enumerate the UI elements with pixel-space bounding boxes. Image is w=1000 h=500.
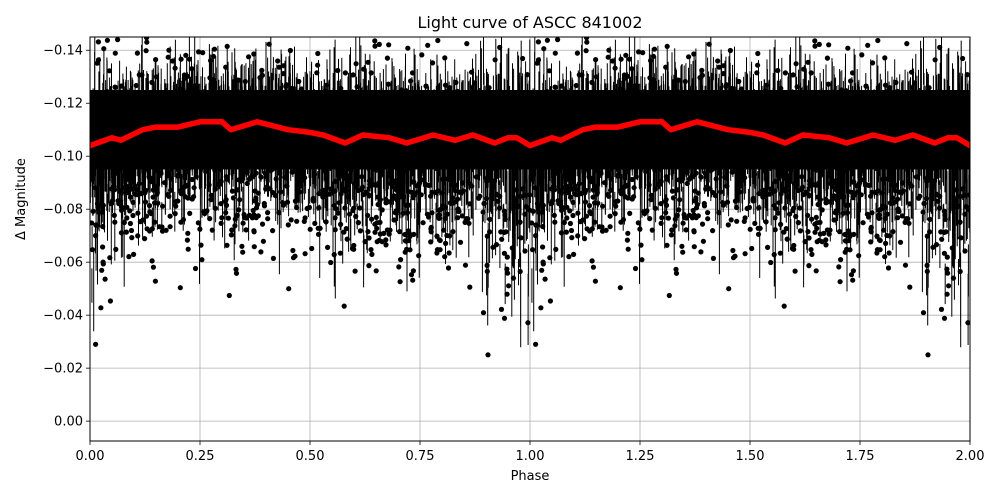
y-tick-label: 0.00: [54, 415, 83, 430]
y-axis-ticks: −0.14 −0.12 −0.10 −0.08 −0.06 −0.04 −0.02 0.00: [43, 44, 90, 430]
y-tick-label: −0.10: [43, 150, 83, 165]
y-tick-label: −0.06: [43, 256, 83, 271]
x-tick-label: 0.25: [186, 449, 215, 464]
x-tick-label: 1.00: [516, 449, 545, 464]
x-tick-label: 1.75: [846, 449, 875, 464]
x-tick-label: 1.50: [736, 449, 765, 464]
binned-mean-curve: [90, 119, 970, 149]
x-tick-label: 0.00: [76, 449, 105, 464]
y-tick-label: −0.14: [43, 44, 83, 59]
y-tick-label: −0.12: [43, 97, 83, 112]
x-tick-label: 2.00: [956, 449, 985, 464]
y-tick-label: −0.08: [43, 203, 83, 218]
x-axis-ticks: 0.00 0.25 0.50 0.75 1.00 1.25 1.50 1.75 2.00: [76, 441, 985, 464]
binned-mean-line: [90, 119, 970, 149]
chart-title: Light curve of ASCC 841002: [417, 13, 643, 32]
x-axis-label: Phase: [510, 469, 550, 484]
x-tick-label: 0.75: [406, 449, 435, 464]
x-tick-label: 1.25: [626, 449, 655, 464]
y-tick-label: −0.04: [43, 309, 83, 324]
x-tick-label: 0.50: [296, 449, 325, 464]
y-tick-label: −0.02: [43, 362, 83, 377]
observation-points: [90, 37, 970, 358]
